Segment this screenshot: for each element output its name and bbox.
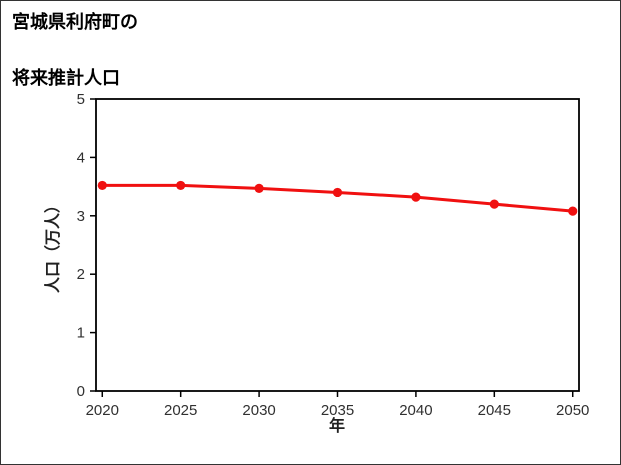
data-point-marker <box>489 199 499 209</box>
data-point-marker <box>254 183 264 193</box>
y-tick-label: 1 <box>77 325 85 342</box>
y-tick-label: 2 <box>77 266 85 283</box>
data-point-marker <box>332 187 343 198</box>
y-tick-label: 0 <box>77 383 85 400</box>
x-tick-label: 2020 <box>86 402 119 419</box>
data-point-marker <box>97 180 107 191</box>
x-tick-label: 2030 <box>242 402 275 419</box>
data-point-marker <box>568 206 578 216</box>
x-tick-label: 2025 <box>164 402 197 419</box>
chart-title: 宮城県利府町の 将来推計人口 <box>12 9 138 93</box>
generated-chart-layer: 0 1 2 3 4 5 2020 2025 2030 2035 2040 2045 2050 <box>77 91 590 419</box>
x-tick-label: 2050 <box>556 402 589 419</box>
x-tick-label: 2040 <box>399 402 432 419</box>
chart-title-line1: 宮城県利府町の <box>12 12 138 32</box>
y-tick-label: 4 <box>77 149 85 166</box>
x-tick-label: 2035 <box>321 402 354 419</box>
data-point-marker <box>411 192 421 202</box>
data-point-marker <box>176 180 186 191</box>
x-axis-title: 年 <box>329 416 345 435</box>
y-tick-label: 5 <box>77 91 85 108</box>
y-tick-label: 3 <box>77 208 85 225</box>
chart-title-line2: 将来推計人口 <box>12 67 120 88</box>
y-axis-title: 人口（万人） <box>44 197 62 293</box>
plot-frame <box>95 98 580 392</box>
x-tick-label: 2045 <box>478 402 511 419</box>
